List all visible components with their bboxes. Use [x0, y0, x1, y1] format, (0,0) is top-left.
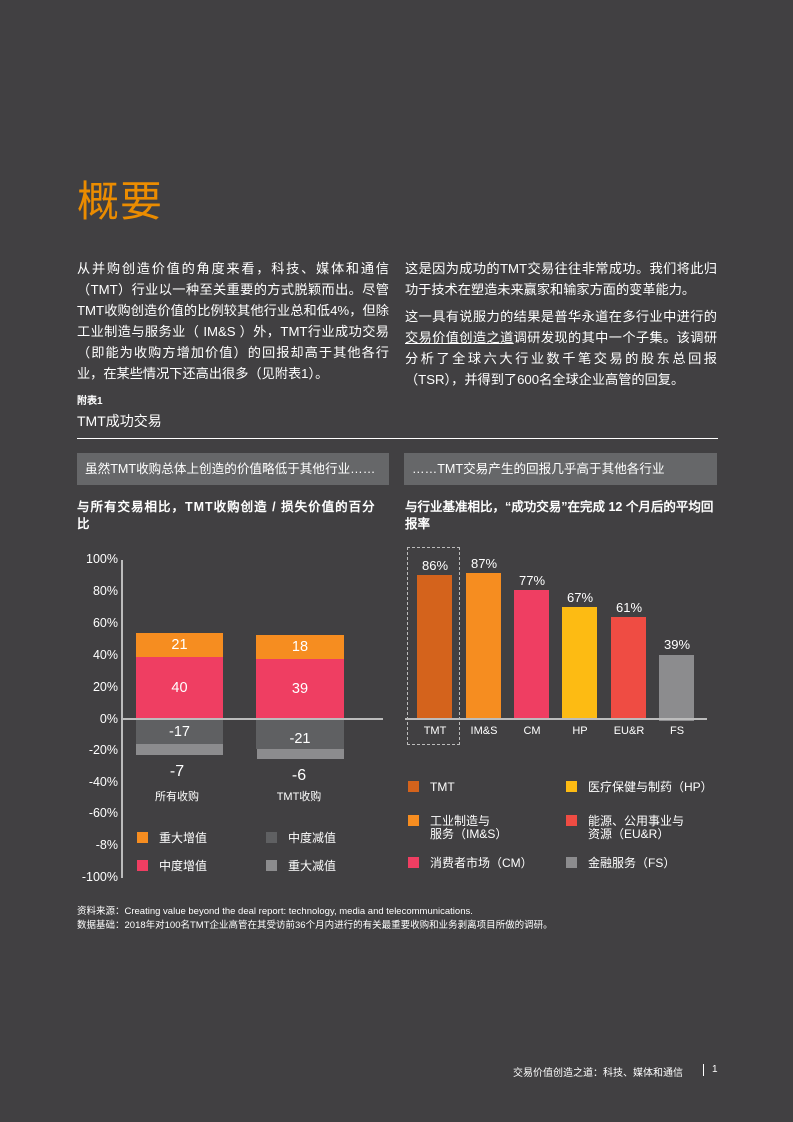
bar-segment-major-loss	[136, 744, 223, 755]
intro-left-paragraph: 从并购创造价值的角度来看，科技、媒体和通信（TMT）行业以一种至关重要的方式脱颖…	[77, 261, 389, 381]
legend-swatch	[566, 857, 577, 868]
legend-item: TMT	[408, 781, 455, 794]
legend-label: 金融服务（FS）	[588, 856, 676, 870]
page-title: 概要	[77, 177, 164, 226]
y-tick: 80%	[92, 584, 118, 598]
bar-segment-major-loss	[257, 749, 344, 759]
bar-segment-moderate-gain: 40	[136, 657, 223, 719]
legend-label: 中度增值	[159, 859, 208, 873]
bar-segment-moderate-gain: 39	[256, 659, 344, 719]
legend-label: 重大减值	[288, 859, 337, 873]
legend-swatch	[408, 781, 419, 792]
legend-swatch	[566, 781, 577, 792]
legend-item: 医疗保健与制药（HP）	[566, 781, 713, 794]
legend-label-line: 资源（EU&R）	[588, 827, 670, 841]
left-chart-subtitle: 与所有交易相比，TMT收购创造 / 损失价值的百分比	[77, 500, 376, 531]
source-note: 资料来源：Creating value beyond the deal repo…	[77, 906, 473, 917]
bar-eur	[611, 617, 646, 719]
tmt-highlight-box	[407, 547, 460, 745]
legend-swatch	[566, 815, 577, 826]
major-loss-value: -6	[291, 767, 307, 784]
legend-label: TMT	[430, 780, 455, 794]
legend-swatch	[408, 857, 419, 868]
zero-line	[121, 718, 383, 720]
legend-label-line: 能源、公用事业与	[588, 814, 685, 828]
legend-item: 能源、公用事业与 资源（EU&R）	[566, 815, 684, 841]
legend-label-line: 工业制造与	[430, 814, 491, 828]
right-chart-subtitle: 与行业基准相比，“成功交易”在完成 12 个月后的平均回报率	[405, 500, 714, 531]
y-tick: 100%	[86, 552, 118, 566]
paragraph-text: 调研发现的其中一个子集。该调研分析了全球六大行业数千笔交易的股东总回报（TSR）…	[405, 330, 718, 387]
bar-segment-major-gain: 21	[136, 633, 223, 657]
category-label: TMT	[423, 725, 447, 737]
category-label: 所有收购	[155, 791, 199, 803]
bar-fs	[659, 655, 694, 721]
y-tick: -60%	[88, 806, 118, 820]
y-tick: -100%	[81, 870, 118, 884]
bar-value-label: 61%	[615, 600, 643, 615]
exhibit-label: 附表1	[77, 396, 103, 407]
category-label: TMT收购	[276, 791, 322, 803]
bar-value-label: 67%	[566, 590, 594, 605]
exhibit-title: TMT成功交易	[77, 413, 162, 429]
legend-swatch	[408, 815, 419, 826]
bar-tmt	[417, 575, 452, 719]
legend-swatch	[266, 860, 277, 871]
legend-label: 医疗保健与制药（HP）	[588, 780, 713, 794]
bar-segment-moderate-loss: -17	[136, 719, 223, 744]
legend-label: 消费者市场（CM）	[430, 856, 533, 870]
footer-text: 交易价值创造之道：科技、媒体和通信	[513, 1068, 683, 1079]
intro-right-paragraph-2: 这一具有说服力的结果是普华永道在多行业中进行的交易价值创造之道调研发现的其中一个…	[405, 306, 717, 390]
legend-item: 工业制造与 服务（IM&S）	[408, 815, 507, 841]
legend-swatch	[266, 832, 277, 843]
right-panel-header: ……TMT交易产生的回报几乎高于其他各行业	[404, 453, 717, 485]
bar-value-label: 86%	[421, 558, 449, 573]
major-loss-value: -7	[169, 763, 185, 780]
legend-swatch	[137, 832, 148, 843]
legend-swatch	[137, 860, 148, 871]
category-label: FS	[669, 725, 685, 737]
page-number: 1	[712, 1064, 718, 1075]
bar-value-label: 39%	[663, 637, 691, 652]
legend-label-line: 服务（IM&S）	[430, 827, 508, 841]
divider	[77, 438, 718, 439]
legend-item: 消费者市场（CM）	[408, 857, 533, 870]
footer-separator	[703, 1064, 704, 1076]
paragraph-text: 这一具有说服力的结果是普华永道在多行业中进行的	[405, 309, 717, 324]
y-tick: 0%	[99, 712, 118, 726]
left-panel-header: 虽然TMT收购总体上创造的价值略低于其他行业……	[77, 453, 389, 485]
y-tick: 60%	[92, 616, 118, 630]
y-tick: 20%	[92, 680, 118, 694]
category-label: EU&R	[613, 725, 645, 737]
legend-item: 金融服务（FS）	[566, 857, 675, 870]
y-tick: -40%	[88, 775, 118, 789]
y-tick: -8%	[95, 838, 118, 852]
baseline	[405, 718, 707, 720]
legend-label: 中度减值	[288, 831, 337, 845]
bar-segment-major-gain: 18	[256, 635, 344, 659]
report-link[interactable]: 交易价值创造之道	[405, 330, 514, 345]
legend-item: 中度增值	[137, 857, 207, 874]
intro-right-paragraph-1: 这是因为成功的TMT交易往往非常成功。我们将此归功于技术在塑造未来赢家和输家方面…	[405, 261, 717, 297]
bar-value-label: 87%	[470, 556, 498, 571]
bar-cm	[514, 590, 549, 719]
intro-right-column: 这是因为成功的TMT交易往往非常成功。我们将此归功于技术在塑造未来赢家和输家方面…	[405, 258, 717, 396]
category-label: CM	[523, 725, 541, 737]
y-tick: -20%	[88, 743, 118, 757]
bar-hp	[562, 607, 597, 719]
y-tick: 40%	[92, 648, 118, 662]
legend-label: 工业制造与 服务（IM&S）	[430, 815, 507, 841]
legend-label: 重大增值	[159, 831, 208, 845]
legend-item: 重大增值	[137, 829, 207, 846]
legend-label: 能源、公用事业与 资源（EU&R）	[588, 815, 684, 841]
basis-note: 数据基础：2018年对100名TMT企业高管在其受访前36个月内进行的有关最重要…	[77, 920, 553, 931]
bar-value-label: 77%	[518, 573, 546, 588]
legend-item: 重大减值	[266, 857, 336, 874]
bar-segment-moderate-loss: -21	[256, 719, 344, 749]
category-label: HP	[572, 725, 588, 737]
category-label: IM&S	[470, 725, 498, 737]
bar-ims	[466, 573, 501, 719]
legend-item: 中度减值	[266, 829, 336, 846]
